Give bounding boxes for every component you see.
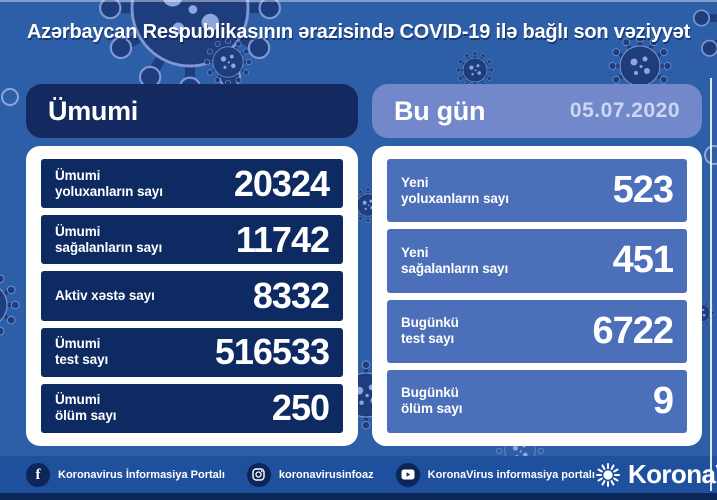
stat-value: 11742	[235, 218, 330, 260]
youtube-item: KoronaVirus informasiya portalı	[395, 462, 595, 487]
stat-label: Yeni	[401, 174, 429, 190]
youtube-label: KoronaVirus informasiya portalı	[427, 468, 595, 481]
stat-row-new-infected: Yeni yoluxanların sayı 523	[387, 159, 687, 223]
facebook-label: Koronavirus İnformasiya Portalı	[58, 468, 225, 481]
stat-value: 250	[271, 387, 330, 429]
stat-row-total-tests: Ümumi test sayı 516533	[41, 327, 343, 377]
stat-label: test sayı	[401, 331, 455, 347]
today-panel-title: Bu gün	[394, 95, 486, 126]
stat-label: Bugünkü	[401, 385, 459, 401]
stat-row-today-tests: Bugünkü test sayı 6722	[387, 299, 687, 363]
right-border	[710, 78, 712, 491]
stat-label: Ümumi	[55, 392, 101, 408]
totals-panel-title: Ümumi	[48, 95, 139, 126]
stat-label: yoluxanların sayı	[401, 190, 509, 206]
stat-label: ölüm sayı	[401, 401, 463, 417]
totals-card: Ümumi yoluxanların sayı 20324 Ümumi sağala…	[26, 146, 358, 446]
stat-value: 516533	[214, 331, 330, 373]
stat-value: 9	[652, 379, 674, 422]
facebook-icon: f	[26, 462, 50, 487]
stat-row-total-recovered: Ümumi sağalanların sayı 11742	[41, 215, 343, 265]
page-title: Azərbaycan Respublikasının ərazisində CO…	[26, 21, 691, 43]
stat-label: Ümumi	[55, 223, 101, 239]
today-panel: Bu gün 05.07.2020 Yeni yoluxanların sayı …	[372, 84, 702, 446]
stat-label: Aktiv xəstə sayı	[55, 288, 155, 304]
stat-label: Yeni	[401, 244, 429, 260]
stat-label: sağalanların sayı	[55, 239, 163, 255]
stat-row-new-recovered: Yeni sağalanların sayı 451	[387, 229, 687, 293]
stat-label: yoluxanların sayı	[55, 183, 163, 199]
instagram-item: koronavirusinfoaz	[246, 462, 374, 487]
totals-panel-header: Ümumi	[26, 84, 358, 138]
stat-value: 451	[612, 239, 674, 282]
top-border	[0, 0, 717, 2]
stat-label: Ümumi	[55, 167, 101, 183]
stat-row-today-deaths: Bugünkü ölüm sayı 9	[387, 369, 687, 433]
stat-label: Ümumi	[55, 336, 101, 352]
virus-logo-icon	[595, 462, 620, 487]
stat-row-total-infected: Ümumi yoluxanların sayı 20324	[41, 159, 343, 209]
stat-value: 8332	[252, 275, 330, 316]
stat-value: 523	[612, 169, 674, 212]
footer-bar: f Koronavirus İnformasiya Portalı korona…	[0, 456, 717, 493]
facebook-item: f Koronavirus İnformasiya Portalı	[26, 462, 225, 487]
today-card: Yeni yoluxanların sayı 523 Yeni sağalanlar…	[372, 146, 702, 446]
today-panel-header: Bu gün 05.07.2020	[372, 84, 702, 138]
stat-row-total-deaths: Ümumi ölüm sayı 250	[41, 383, 343, 434]
koronavirus-logo: KoronaVirus info	[595, 459, 717, 490]
logo-text: KoronaVirus	[627, 459, 717, 489]
stat-value: 6722	[592, 309, 674, 352]
stat-label: test sayı	[55, 352, 109, 368]
stat-value: 20324	[233, 162, 330, 204]
stat-label: ölüm sayı	[55, 408, 117, 424]
instagram-label: koronavirusinfoaz	[278, 468, 374, 481]
instagram-icon	[246, 462, 271, 487]
youtube-icon	[395, 462, 420, 487]
stat-row-active-cases: Aktiv xəstə sayı 8332	[41, 271, 343, 321]
totals-panel: Ümumi Ümumi yoluxanların sayı 20324 Ümumi…	[26, 84, 358, 446]
bottom-strip	[0, 493, 717, 500]
report-date: 05.07.2020	[569, 99, 680, 122]
stat-label: sağalanların sayı	[401, 260, 509, 276]
stat-label: Bugünkü	[401, 315, 459, 331]
